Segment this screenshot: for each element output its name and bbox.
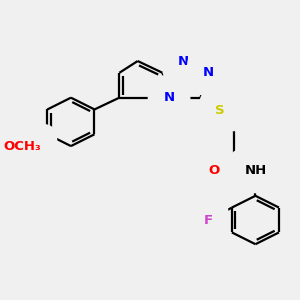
Text: F: F [204, 214, 213, 227]
Text: N: N [203, 66, 214, 79]
Text: N: N [178, 55, 189, 68]
Text: NH: NH [244, 164, 267, 177]
Text: O: O [208, 164, 219, 177]
Text: OCH₃: OCH₃ [4, 140, 41, 153]
Text: N: N [164, 91, 175, 104]
Text: S: S [215, 104, 225, 117]
